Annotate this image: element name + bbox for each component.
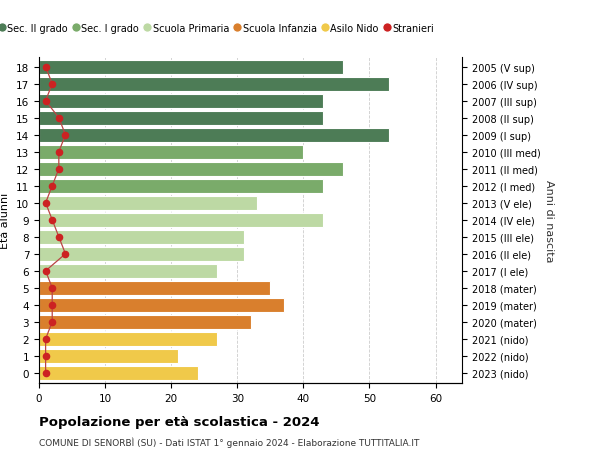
Bar	[39, 112, 323, 125]
Y-axis label: Età alunni: Età alunni	[1, 192, 10, 248]
Bar	[39, 366, 197, 380]
Point	[47, 81, 57, 88]
Y-axis label: Anni di nascita: Anni di nascita	[544, 179, 554, 262]
Bar	[39, 146, 304, 159]
Point	[41, 268, 50, 275]
Point	[41, 353, 50, 360]
Point	[47, 302, 57, 309]
Bar	[39, 95, 323, 108]
Bar	[39, 179, 323, 193]
Point	[61, 251, 70, 258]
Bar	[39, 298, 284, 312]
Point	[54, 115, 64, 122]
Bar	[39, 264, 217, 278]
Point	[41, 369, 50, 377]
Legend: Sec. II grado, Sec. I grado, Scuola Primaria, Scuola Infanzia, Asilo Nido, Stran: Sec. II grado, Sec. I grado, Scuola Prim…	[0, 20, 438, 38]
Point	[47, 183, 57, 190]
Point	[41, 200, 50, 207]
Bar	[39, 196, 257, 210]
Bar	[39, 78, 389, 91]
Point	[54, 166, 64, 173]
Bar	[39, 281, 271, 295]
Bar	[39, 332, 217, 346]
Text: COMUNE DI SENORBÌ (SU) - Dati ISTAT 1° gennaio 2024 - Elaborazione TUTTITALIA.IT: COMUNE DI SENORBÌ (SU) - Dati ISTAT 1° g…	[39, 437, 419, 448]
Bar	[39, 315, 251, 329]
Bar	[39, 213, 323, 227]
Point	[41, 98, 50, 105]
Point	[54, 234, 64, 241]
Point	[54, 149, 64, 156]
Bar	[39, 230, 244, 244]
Bar	[39, 247, 244, 261]
Point	[47, 217, 57, 224]
Bar	[39, 162, 343, 176]
Text: Popolazione per età scolastica - 2024: Popolazione per età scolastica - 2024	[39, 415, 320, 428]
Bar	[39, 349, 178, 363]
Point	[47, 319, 57, 326]
Bar	[39, 129, 389, 142]
Point	[41, 64, 50, 71]
Point	[47, 285, 57, 292]
Point	[61, 132, 70, 139]
Point	[41, 336, 50, 343]
Bar	[39, 61, 343, 74]
